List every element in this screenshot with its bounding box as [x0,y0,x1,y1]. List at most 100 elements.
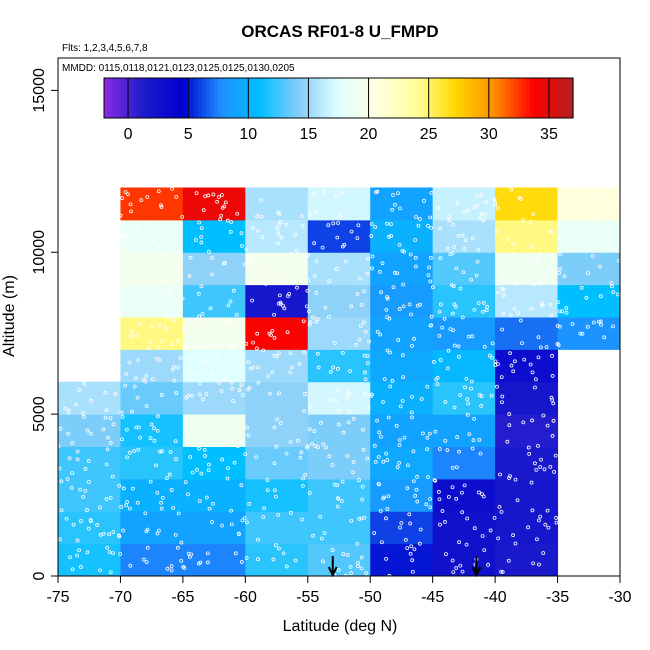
colorbar-segment [162,78,168,118]
x-tick-label: -35 [546,589,569,606]
observation-point [255,365,260,370]
observation-point [510,252,515,256]
heatmap-cell [432,414,496,447]
colorbar-segment [498,78,504,118]
colorbar-segment [389,78,394,118]
observation-point [389,234,393,238]
observation-point [223,200,228,205]
observation-point [173,532,178,537]
observation-point [250,226,255,230]
observation-point [436,489,441,494]
observation-point [419,397,424,401]
observation-point [507,476,511,480]
heatmap-cell [432,317,496,350]
observation-point [110,474,115,479]
observation-point [407,302,412,307]
observation-point [470,334,475,339]
heatmap-cell [370,252,434,286]
observation-point [598,294,603,299]
observation-point [142,557,146,562]
observation-point [313,210,318,214]
observation-point [245,425,249,430]
observation-point [397,242,402,247]
observation-point [451,223,456,227]
observation-point [466,401,471,406]
observation-point [611,247,615,252]
observation-point [104,462,109,467]
observation-point [299,450,304,455]
observation-point [209,256,214,260]
observation-point [306,278,311,283]
observation-point [239,231,244,236]
observation-point [426,223,430,228]
observation-point [309,441,314,446]
observation-point [530,508,535,513]
observation-point [225,218,230,223]
observation-point [307,491,312,495]
observation-point [366,406,371,410]
observation-point [276,241,281,246]
observation-point [415,474,419,479]
observation-point [443,438,448,443]
observation-point [409,544,414,549]
observation-point [611,324,615,329]
observation-point [206,468,211,472]
observation-point [349,304,354,309]
observation-point [500,570,505,574]
heatmap-cell [182,284,246,318]
observation-point [437,309,442,314]
colorbar-segment [381,78,386,118]
observation-point [410,558,415,563]
observation-point [138,435,143,440]
observation-point [462,247,467,251]
colorbar-segment [502,78,508,118]
observation-point [246,433,251,438]
observation-point [450,558,455,563]
observation-point [83,467,88,471]
observation-point [247,258,252,263]
observation-point [379,290,383,295]
observation-point [107,550,112,554]
observation-point [513,477,518,482]
observation-point [378,509,383,513]
observation-point [370,266,374,271]
observation-point [521,254,525,258]
observation-point [208,306,213,311]
observation-point [278,421,283,426]
observation-point [535,257,540,261]
colorbar-segment [490,78,496,118]
observation-point [496,206,500,211]
observation-point [358,276,362,281]
observation-point [450,465,455,470]
observation-point [395,465,400,469]
plot-frame [57,57,621,577]
observation-point [450,485,455,490]
observation-point [493,363,498,367]
observation-point [529,480,534,485]
observation-point [273,543,278,548]
observation-point [246,360,251,365]
observation-point [397,438,402,442]
observation-point [346,420,351,425]
observation-point [259,215,264,219]
x-tick-label: -70 [109,589,132,606]
observation-point [465,516,470,521]
observation-point [366,257,370,261]
observation-point [358,324,363,328]
heatmap-cell [370,478,434,512]
heatmap-cell [245,414,309,447]
observation-point [143,511,148,516]
x-tick-label: -75 [46,589,69,606]
observation-point [313,444,318,448]
observation-point [428,497,433,501]
observation-point [254,263,259,268]
observation-point [159,393,164,397]
observation-point [394,423,399,428]
observation-point [103,415,108,420]
observation-point [533,377,538,382]
observation-point [204,495,209,500]
observation-point [508,474,512,479]
colorbar-segment [565,78,570,118]
observation-point [67,456,72,461]
heatmap-cells [58,187,621,577]
